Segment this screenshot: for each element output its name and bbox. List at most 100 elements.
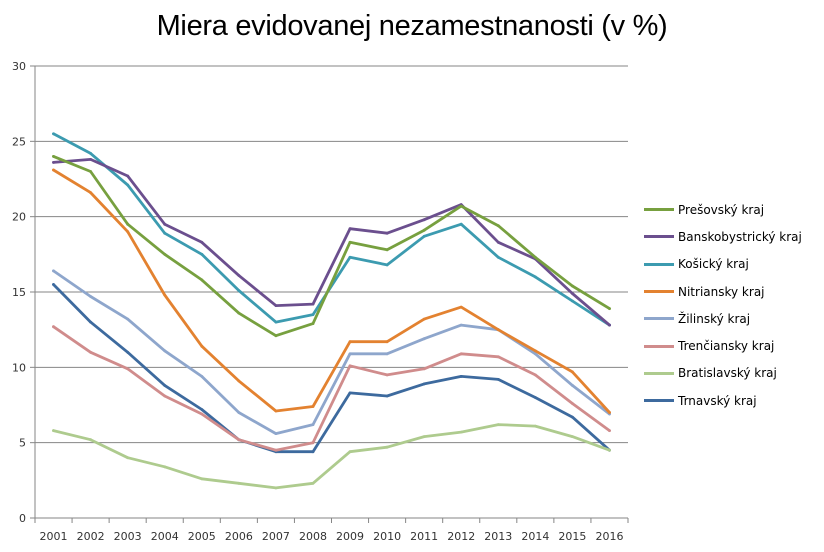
x-tick-label: 2009 <box>336 530 364 543</box>
data-point <box>311 481 315 485</box>
data-point <box>200 252 204 256</box>
series-lines <box>52 132 611 490</box>
x-tick-label: 2002 <box>77 530 105 543</box>
x-tick-label: 2012 <box>447 530 475 543</box>
data-point <box>571 370 574 374</box>
series-nitriansky-kraj <box>52 168 611 414</box>
data-point <box>237 438 241 442</box>
legend-item: Trnavský kraj <box>644 387 822 414</box>
data-point <box>89 158 92 161</box>
series-line <box>52 168 611 414</box>
data-point <box>237 481 241 485</box>
data-point <box>163 252 167 256</box>
data-point <box>52 269 55 273</box>
data-point <box>385 394 389 398</box>
data-point <box>422 382 426 386</box>
gridlines <box>35 65 628 444</box>
data-point <box>348 352 352 356</box>
x-tick-label: 2015 <box>558 530 586 543</box>
data-point <box>459 305 463 309</box>
data-point <box>348 391 352 395</box>
data-point <box>200 344 204 348</box>
data-point <box>459 222 463 226</box>
y-tick-label: 15 <box>12 286 26 299</box>
data-point <box>126 230 130 234</box>
data-point <box>348 364 352 368</box>
data-point <box>126 317 130 321</box>
series-line <box>52 157 611 327</box>
data-point <box>348 450 352 454</box>
data-point <box>274 409 278 413</box>
legend-item: Bratislavský kraj <box>644 360 822 387</box>
legend-swatch <box>644 235 674 239</box>
data-point <box>237 411 241 414</box>
data-point <box>163 231 167 235</box>
x-tick-label: 2005 <box>188 530 216 543</box>
data-point <box>274 334 278 338</box>
data-point <box>52 168 55 172</box>
data-point <box>459 323 463 327</box>
legend-label: Trenčiansky kraj <box>678 339 775 354</box>
legend-label: Žilinský kraj <box>678 311 751 326</box>
x-axis-ticks: 2001 2002 2003 2004 2005 2006 2007 2008 2009 2010… <box>34 518 629 543</box>
data-point <box>348 255 352 259</box>
data-point <box>496 240 500 244</box>
data-point <box>200 375 204 378</box>
data-point <box>200 477 204 481</box>
x-tick-label: 2004 <box>151 530 179 543</box>
data-point <box>311 423 315 426</box>
legend-label: Banskobystrický kraj <box>678 229 802 244</box>
y-tick-label: 5 <box>19 437 26 450</box>
data-point <box>348 240 352 244</box>
data-point <box>274 486 278 490</box>
legend-swatch <box>644 208 674 212</box>
data-point <box>163 394 167 398</box>
data-point <box>311 450 315 454</box>
x-tick-label: 2007 <box>262 530 290 543</box>
data-point <box>385 231 389 235</box>
data-point <box>422 337 426 341</box>
data-point <box>533 349 537 353</box>
y-tick-label: 10 <box>12 361 26 374</box>
legend-label: Bratislavský kraj <box>678 366 777 381</box>
data-point <box>533 373 537 377</box>
legend-label: Košický kraj <box>678 257 749 272</box>
data-point <box>52 161 55 164</box>
data-point <box>385 445 389 449</box>
data-point <box>608 429 611 432</box>
x-tick-label: 2010 <box>373 530 401 543</box>
legend-label: Trnavský kraj <box>678 393 757 408</box>
data-point <box>52 283 55 286</box>
data-point <box>533 275 537 279</box>
data-point <box>422 367 426 371</box>
data-point <box>533 352 537 356</box>
series-pre-ovsk-kraj <box>52 154 611 338</box>
data-point <box>311 313 315 316</box>
x-tick-label: 2003 <box>114 530 142 543</box>
x-tick-label: 2016 <box>595 530 623 543</box>
data-point <box>126 350 130 354</box>
series-line <box>52 325 611 452</box>
legend-item: Žilinský kraj <box>644 305 822 332</box>
data-point <box>274 304 278 307</box>
data-point <box>89 350 92 354</box>
data-point <box>126 183 130 187</box>
data-point <box>385 263 389 267</box>
y-axis-ticks: 0 5 10 15 20 25 30 <box>12 60 35 525</box>
x-tick-label: 2006 <box>225 530 253 543</box>
data-point <box>422 218 426 222</box>
data-point <box>237 311 241 315</box>
legend-swatch <box>644 290 674 294</box>
data-point <box>533 255 537 259</box>
data-point <box>126 456 130 460</box>
legend-item: Trenčiansky kraj <box>644 332 822 359</box>
legend-swatch <box>644 371 674 375</box>
x-tick-label: 2014 <box>521 530 549 543</box>
legend-item: Prešovský kraj <box>644 196 822 223</box>
data-point <box>385 373 389 377</box>
data-point <box>571 402 574 405</box>
data-point <box>274 448 278 452</box>
data-point <box>163 465 167 469</box>
data-point <box>237 289 241 292</box>
series-trnavsk-kraj <box>52 283 611 454</box>
